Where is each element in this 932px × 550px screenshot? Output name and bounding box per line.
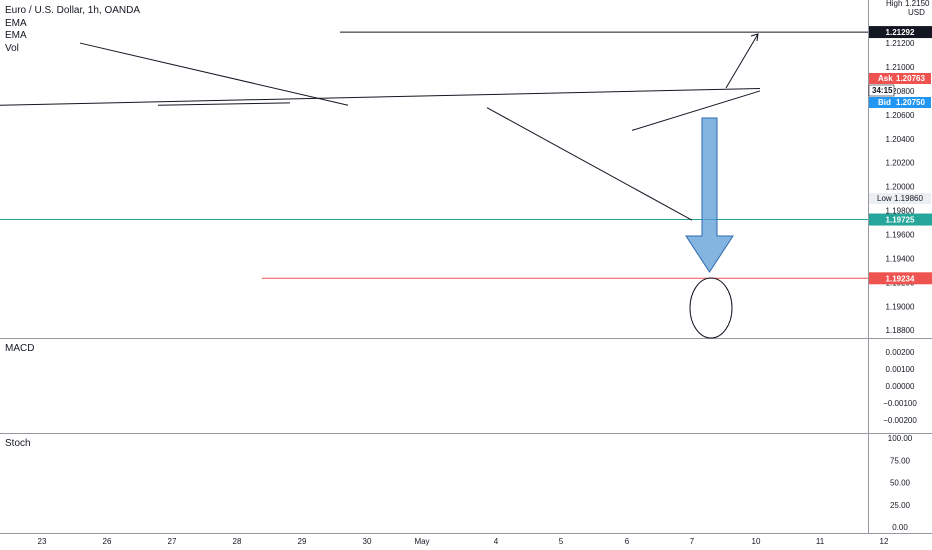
volume-spike-circle: [689, 277, 733, 339]
time-tick-label: 23: [38, 537, 47, 546]
time-tick-label: 10: [752, 537, 761, 546]
macd-tick-label: 0.00200: [886, 348, 915, 357]
stoch-title[interactable]: Stoch: [5, 438, 31, 449]
target-tag: 1.19234: [886, 274, 915, 283]
price-tick-label: 1.21200: [886, 39, 915, 48]
currency-label: USD: [908, 8, 925, 17]
trendline: [486, 107, 693, 221]
bid-bg: [869, 97, 931, 108]
time-tick-label: 12: [880, 537, 889, 546]
time-tick-label: 30: [363, 537, 372, 546]
chart-legend: Euro / U.S. Dollar, 1h, OANDA EMA EMA Vo…: [5, 5, 140, 55]
price-tick-label: 1.20000: [886, 183, 915, 192]
price-tick-label: 1.19000: [886, 302, 915, 311]
trendline: [157, 102, 291, 106]
low-label: Low: [877, 194, 892, 203]
support-tag: 1.19725: [886, 216, 915, 225]
stoch-tick-label: 50.00: [890, 479, 911, 488]
stoch-tick-label: 0.00: [892, 523, 908, 532]
price-tick-label: 1.19400: [886, 254, 915, 263]
stoch-tick-label: 75.00: [890, 456, 911, 465]
trendline: [631, 90, 761, 131]
countdown-bg: [868, 84, 895, 97]
time-tick-label: 5: [559, 537, 564, 546]
bid-label: Bid: [878, 98, 891, 107]
time-tick-label: 6: [625, 537, 630, 546]
legend-ema-1[interactable]: EMA: [5, 17, 27, 29]
legend-ema-2[interactable]: EMA: [5, 30, 27, 41]
time-tick-label: 7: [690, 537, 695, 546]
low-bg: [869, 193, 931, 204]
time-tick-label: 28: [233, 537, 242, 546]
target-tag-bg: [869, 272, 932, 285]
macd-tick-label: 0.00100: [886, 365, 915, 374]
support-tag-bg: [869, 213, 932, 226]
macd-tick-label: −0.00100: [883, 399, 917, 408]
price-tick-label: 1.20200: [886, 159, 915, 168]
stoch-tick-label: 100.00: [888, 434, 913, 443]
price-tick-label: 1.18800: [886, 326, 915, 335]
trendline: [0, 88, 761, 106]
price-tick-label: 1.20600: [886, 111, 915, 120]
up-arrow-line: [725, 33, 759, 89]
legend-symbol[interactable]: Euro / U.S. Dollar, 1h, OANDA: [5, 5, 141, 16]
price-tick-label: 1.20800: [886, 87, 915, 96]
price-tick-label: 1.20400: [886, 135, 915, 144]
time-tick-label: 11: [816, 537, 825, 546]
ask-bg: [869, 73, 931, 84]
trendline: [79, 42, 349, 106]
time-tick-label: May: [414, 537, 429, 546]
high-label: High: [886, 0, 902, 8]
price-tick-label: 1.21000: [886, 63, 915, 72]
up-arrow-head: [750, 33, 759, 42]
drawings[interactable]: [0, 31, 868, 339]
price-tick-label: 1.19800: [886, 207, 915, 216]
time-tick-label: 26: [103, 537, 112, 546]
macd-tick-label: −0.00200: [883, 416, 917, 425]
stoch-tick-label: 25.00: [890, 501, 911, 510]
time-tick-label: 29: [298, 537, 307, 546]
ask-value: 1.20763: [896, 74, 925, 83]
macd-title[interactable]: MACD: [5, 343, 35, 354]
price-tick-label: 1.19600: [886, 231, 915, 240]
resistance-tag: 1.21292: [886, 28, 915, 37]
high-value: 1.2150: [905, 0, 930, 8]
legend-volume[interactable]: Vol: [5, 42, 19, 54]
countdown-value: 34:15: [872, 86, 893, 95]
macd-tick-label: 0.00000: [886, 382, 915, 391]
resistance-tag-bg: [869, 26, 932, 39]
ask-label: Ask: [878, 74, 893, 83]
pane-bg: [0, 0, 868, 550]
target-down-arrow: [685, 117, 734, 273]
time-tick-label: 4: [494, 537, 499, 546]
bid-value: 1.20750: [896, 98, 925, 107]
low-value: 1.19860: [894, 194, 923, 203]
time-tick-label: 27: [168, 537, 177, 546]
